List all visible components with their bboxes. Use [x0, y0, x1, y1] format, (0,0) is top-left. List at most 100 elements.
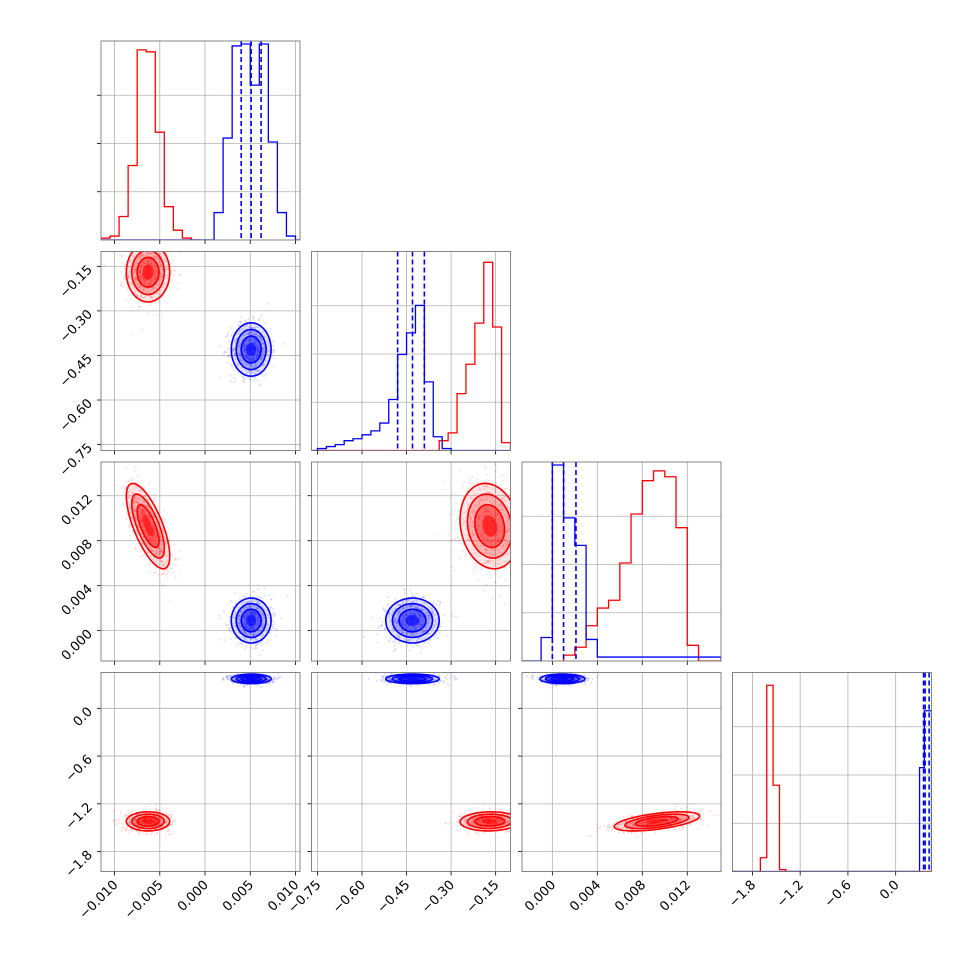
scatter-point	[122, 277, 125, 280]
scatter-point	[445, 634, 448, 637]
scatter-point	[462, 484, 465, 487]
scatter-point	[255, 343, 258, 346]
scatter-point	[137, 833, 140, 836]
scatter-point	[138, 286, 140, 289]
scatter-point	[263, 364, 266, 367]
scatter-point	[259, 358, 262, 361]
scatter-point	[455, 532, 458, 535]
scatter-point	[151, 514, 154, 517]
scatter-point	[258, 335, 261, 338]
scatter-point	[459, 556, 462, 559]
scatter-point	[269, 327, 272, 330]
scatter-point	[165, 266, 168, 269]
scatter-point	[174, 563, 177, 566]
scatter-point	[114, 508, 117, 511]
scatter-point	[159, 273, 162, 276]
scatter-point	[162, 572, 165, 575]
scatter-point	[125, 480, 128, 483]
scatter-point	[147, 283, 149, 286]
scatter-point	[264, 321, 267, 324]
scatter-point	[512, 528, 514, 530]
scatter-point	[226, 333, 229, 336]
scatter-point	[513, 547, 515, 549]
scatter-point	[254, 354, 257, 357]
scatter-point	[119, 270, 122, 273]
scatter-point	[459, 469, 462, 472]
scatter-point	[148, 515, 151, 518]
scatter-point	[141, 275, 143, 277]
scatter-red	[112, 804, 176, 837]
scatter-point	[135, 278, 138, 281]
scatter-point	[244, 355, 247, 358]
scatter-point	[130, 278, 132, 280]
scatter-point	[261, 350, 264, 353]
scatter-point	[258, 654, 261, 657]
scatter-point	[393, 644, 396, 647]
scatter-point	[232, 376, 235, 379]
panel-frame	[100, 251, 301, 451]
scatter-point	[143, 283, 146, 286]
panel-frame	[311, 251, 511, 451]
scatter-point	[489, 574, 492, 577]
scatter-point	[134, 277, 137, 280]
scatter-point	[133, 501, 135, 504]
scatter-point	[132, 504, 135, 507]
scatter-point	[524, 529, 526, 531]
scatter-point	[155, 255, 158, 258]
scatter-point	[142, 288, 145, 291]
scatter-point	[253, 359, 255, 362]
scatter-point	[146, 251, 149, 254]
scatter-point	[138, 249, 140, 251]
scatter-point	[242, 362, 245, 365]
scatter-point	[164, 274, 167, 277]
scatter-point	[152, 556, 155, 559]
scatter-point	[252, 379, 255, 382]
scatter-point	[483, 590, 486, 593]
scatter-point	[443, 614, 446, 616]
scatter-point	[414, 595, 417, 598]
scatter-point	[260, 373, 263, 375]
scatter-point	[244, 351, 247, 354]
scatter-point	[141, 281, 143, 284]
scatter-point	[149, 261, 152, 264]
scatter-point	[163, 565, 166, 567]
scatter-point	[161, 275, 164, 278]
scatter-point	[155, 241, 157, 243]
scatter-point	[225, 361, 228, 364]
scatter-point	[127, 491, 130, 493]
scatter-point	[255, 355, 258, 358]
scatter-point	[257, 346, 260, 348]
scatter-point	[147, 246, 149, 248]
scatter-point	[514, 519, 516, 521]
scatter-point	[264, 373, 267, 376]
scatter-point	[136, 257, 139, 260]
scatter-point	[143, 281, 146, 284]
scatter-point	[151, 264, 154, 267]
scatter-point	[253, 339, 256, 341]
scatter-point	[449, 496, 452, 499]
scatter-point	[121, 281, 124, 284]
scatter-point	[511, 525, 513, 527]
scatter-point	[171, 242, 173, 244]
scatter-point	[155, 271, 158, 274]
scatter-point	[146, 254, 149, 257]
scatter-point	[164, 256, 166, 259]
scatter-point	[229, 362, 232, 365]
scatter-point	[147, 263, 150, 266]
scatter-point	[240, 642, 242, 645]
scatter-point	[227, 330, 230, 333]
panel-frame	[521, 461, 722, 662]
scatter-point	[151, 295, 153, 298]
scatter-point	[143, 278, 146, 281]
scatter-point	[255, 332, 258, 335]
scatter-point	[136, 501, 139, 504]
scatter-point	[256, 346, 259, 349]
scatter-point	[151, 540, 154, 543]
scatter-point	[134, 547, 137, 550]
scatter-point	[166, 530, 169, 533]
scatter-point	[247, 357, 250, 360]
scatter-point	[143, 513, 146, 516]
scatter-point	[136, 294, 139, 297]
scatter-point	[156, 249, 158, 251]
scatter-point	[148, 283, 151, 286]
